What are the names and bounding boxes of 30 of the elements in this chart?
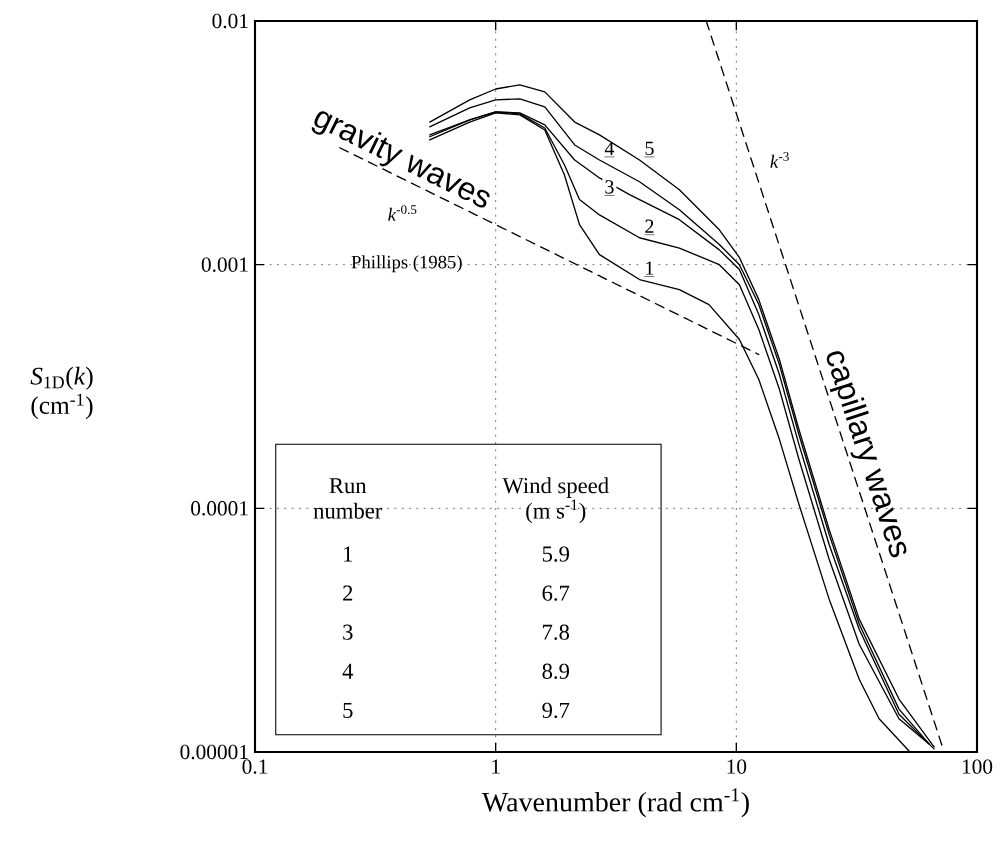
text: 3 — [343, 624, 353, 640]
text: 1 — [344, 546, 353, 562]
x-tick-label: 10 — [727, 759, 747, 774]
x-tick-label: 100 — [962, 759, 993, 774]
y-tick-label: 0.001 — [201, 257, 248, 272]
x-tick-label: 1 — [492, 759, 500, 774]
annotation: Run number — [313, 478, 383, 519]
annotation: 8.9 — [542, 663, 569, 679]
series-label: 2 — [645, 219, 654, 233]
x-tick-label: 0.1 — [242, 759, 268, 774]
series-label: 1 — [646, 261, 654, 275]
annotation: Wind speed (m s$^{-1}$) — [502, 477, 609, 524]
series-label: 4 — [604, 141, 615, 156]
y-tick-label: 0.00001 — [180, 744, 248, 760]
series-label: 5 — [645, 141, 654, 156]
annotation: 9.7 — [542, 702, 570, 719]
annotation: capillary waves — [826, 351, 907, 558]
annotation: 7.8 — [543, 624, 570, 640]
annotation: 6.7 — [542, 585, 570, 601]
text: 4 — [342, 663, 354, 679]
y-tick-label: 0.0001 — [191, 501, 248, 516]
text: 5 — [343, 702, 353, 718]
x-axis-title: Wavenumber (rad cm$^{-1}$) — [481, 788, 749, 818]
annotation: 5.9 — [542, 546, 569, 562]
series-label: k$^{-3}$ — [770, 152, 789, 168]
y-axis-title: S$_{1D}$(k) (cm$^{-1}$) — [30, 366, 93, 420]
text: 2 — [343, 585, 353, 601]
legend-label: 3 — [605, 180, 614, 194]
y-tick-label: 0.01 — [212, 13, 248, 29]
annotation: Phillips (1985) — [351, 255, 462, 273]
